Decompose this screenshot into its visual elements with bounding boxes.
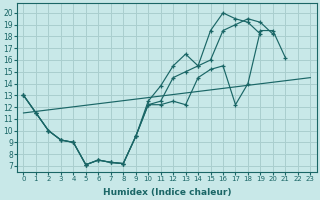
X-axis label: Humidex (Indice chaleur): Humidex (Indice chaleur) xyxy=(103,188,231,197)
